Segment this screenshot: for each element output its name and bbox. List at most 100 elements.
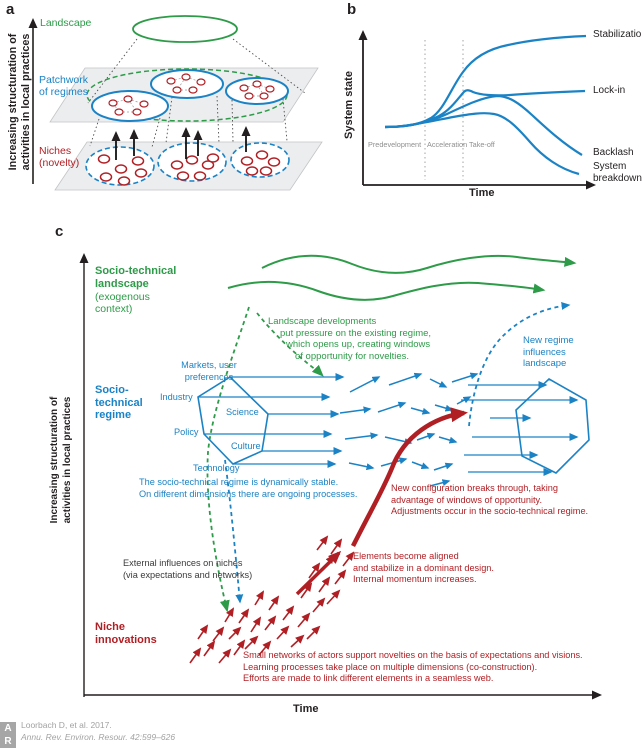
text-line: The socio-technical regime is dynamicall… [139,477,339,487]
text-line: (via expectations and networks) [123,569,253,580]
panel-a-letter: a [6,1,15,18]
level-connector-lines [87,38,306,148]
landscape-level-title: Socio-technical landscape [95,265,176,290]
text-line: of regimes [39,86,89,98]
text-line: Patchwork [39,74,89,86]
curve-label-lock-in: Lock-in [593,85,626,96]
panel-b-x-axis-label: Time [469,187,495,199]
text-line: Landscape developments [268,316,377,327]
panel-a-graphics [28,15,323,191]
landscape-level-subtitle: (exogenous context) [95,291,150,315]
logo-letter-a: A [4,723,12,734]
text-line: context) [95,303,133,315]
panel-c-graphics [79,253,602,700]
phase-divider-lines [424,40,464,180]
text-line: of opportunity for novelties. [295,350,410,362]
text-line: Efforts are made to link different eleme… [243,673,494,683]
text-line: External influences on niches [123,558,243,568]
text-line: Internal momentum increases. [353,574,477,584]
text-line: which opens up, creating windows [286,339,431,350]
text-line: landscape [95,277,149,290]
text-line: Niches [39,145,72,157]
citation-author-line: Loorbach D, et al. 2017. [21,720,112,730]
text-line: landscape [523,358,567,369]
panel-b-graphics [358,30,596,190]
annotation-breakthrough: New configuration breaks through, taking… [391,483,588,518]
regime-level-title: Socio- technical regime [95,384,143,422]
text-line: New configuration breaks through, taking [391,483,559,493]
phase-label-take-off: Take-off [469,140,495,149]
text-line: New regime [523,335,574,346]
regime-dimension-policy: Policy [174,427,199,437]
text-line: technical [95,396,143,409]
panel-a-y-axis-label: Increasing structuration of activities i… [7,16,33,188]
regime-turbulence-arrows [339,372,479,487]
citation-journal-line: Annu. Rev. Environ. Resour. 42:599–626 [21,732,176,742]
niche-level-title: Niche innovations [95,621,157,646]
panel-a-niches-label: Niches (novelty) [39,145,79,169]
text-line: and stabilize in a dominant design. [353,562,494,573]
regime-ellipses [91,69,289,122]
panel-c-y-axis-label: Increasing structuration of activities i… [49,386,74,534]
curve-system-breakdown [384,112,580,176]
curve-lock-in [384,89,586,129]
breakthrough-trajectory-arrows [295,407,468,596]
panel-b-letter: b [347,1,357,18]
niche-innovation-arrows [189,535,355,664]
annual-reviews-logo: A R [0,722,16,748]
panel-c-x-axis-label: Time [293,703,319,715]
landscape-wave-arrows [227,254,577,301]
phase-label-predevelopment: Predevelopment [368,140,422,149]
text-line: regime [95,409,132,421]
new-regime-dimension-arrows [461,381,579,476]
annotation-external-influences: External influences on niches (via expec… [123,558,252,581]
annotation-regime-stable: The socio-technical regime is dynamicall… [139,477,357,500]
text-line: Markets, user [181,360,237,370]
text-line: advantage of windows of opportunity. [391,494,543,505]
landscape-ellipse [132,15,238,43]
niche-clusters [85,126,290,186]
panel-a-landscape-label: Landscape [40,17,92,29]
phase-label-acceleration: Acceleration [427,140,468,149]
text-line: innovations [95,633,157,646]
system-state-curves [384,34,587,176]
text-line: On different dimensions there are ongoin… [139,488,358,499]
text-line: activities in local practices [61,396,73,524]
text-line: System [593,161,627,172]
annotation-niche-networks: Small networks of actors support novelti… [243,650,583,685]
panel-c-letter: c [55,223,64,240]
annotation-alignment: Elements become aligned and stabilize in… [353,551,494,586]
text-line: Small networks of actors support novelti… [243,650,583,660]
panel-b-y-axis-label: System state [343,71,355,139]
text-line: Learning processes take place on multipl… [243,661,538,672]
regime-dimension-markets: Markets, user preferences [167,360,251,383]
text-line: put pressure on the existing regime, [280,327,432,339]
regime-dimension-arrows [198,373,345,468]
text-line: Increasing structuration of [7,33,19,171]
curve-label-system-breakdown: System breakdown [593,161,642,185]
regime-dimension-science: Science [226,407,259,417]
text-line: (exogenous [95,291,150,303]
niche-emergence-arrows [111,126,251,160]
text-line: activities in local practices [20,33,32,171]
panel-a-regimes-label: Patchwork of regimes [39,74,88,98]
text-line: Elements become aligned [353,551,459,561]
text-line: influences [523,346,566,358]
regime-dimension-technology: Technology [193,463,240,473]
regime-dimension-industry: Industry [160,392,193,402]
regime-dimension-culture: Culture [231,441,261,451]
curve-label-backlash: Backlash [593,147,634,158]
text-line: Socio- [95,384,129,396]
text-line: Increasing structuration of [49,396,60,524]
annotation-landscape-pressure: Landscape developments put pressure on t… [268,316,431,362]
landscape-pressure-dashed-arrows [206,306,324,613]
text-line: Adjustments occur in the socio-technical… [391,506,589,516]
text-line: Niche [95,621,125,633]
regime-hexagon-right [515,378,590,474]
logo-letter-r: R [4,736,12,747]
text-line: preferences [184,371,234,382]
curve-label-stabilization: Stabilization [593,29,642,40]
text-line: breakdown [593,173,642,184]
